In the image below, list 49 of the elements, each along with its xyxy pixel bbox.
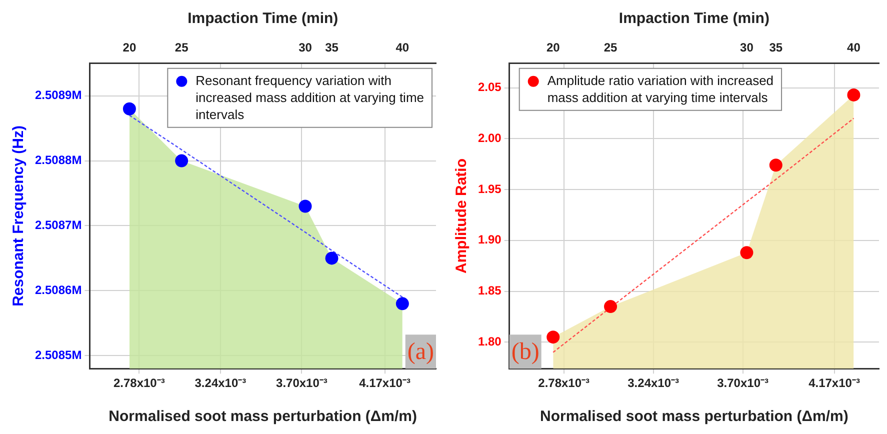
- point: [122, 102, 136, 116]
- point: [546, 330, 560, 344]
- x-axis-title: Normalised soot mass perturbation (Δm/m): [108, 408, 418, 426]
- x-tick-label: 4.17x10⁻³: [808, 376, 860, 390]
- point: [298, 200, 312, 213]
- x2-axis-title: Impaction Time (min): [618, 10, 770, 28]
- text: 40: [396, 40, 410, 55]
- y-tick-label: 1.85: [478, 284, 502, 298]
- text: 30: [740, 40, 754, 55]
- point: [604, 300, 618, 314]
- text: 25: [604, 40, 618, 55]
- y-tick-label: 2.5088M: [34, 153, 82, 168]
- point: [325, 252, 338, 265]
- x-tick-label: 4.17x10⁻³: [359, 376, 410, 390]
- text: 30: [298, 40, 312, 55]
- y-tick-label: 2.5085M: [34, 348, 82, 362]
- text: 35: [769, 40, 783, 55]
- annotation: (b): [511, 338, 540, 365]
- y-tick-label: 1.90: [478, 232, 502, 247]
- text: 20: [546, 40, 560, 55]
- x-tick-label: 3.24x10⁻³: [194, 376, 246, 390]
- y-tick-label: 2.00: [478, 130, 502, 145]
- x-tick-label: 3.24x10⁻³: [628, 376, 680, 390]
- y-tick-label: 1.95: [478, 182, 502, 196]
- text: 25: [174, 40, 189, 55]
- y-tick-label: 2.5086M: [34, 282, 82, 297]
- x-tick-label: 2.78x10⁻³: [538, 376, 590, 390]
- text: 40: [847, 40, 861, 55]
- y-tick-label: 2.05: [478, 80, 502, 94]
- point: [847, 88, 860, 102]
- y-axis-title: Amplitude Ratio: [453, 158, 470, 274]
- x2-axis-title: Impaction Time (min): [188, 10, 338, 28]
- text: 35: [325, 40, 339, 55]
- y-axis-title: Resonant Frequency (Hz): [10, 126, 28, 306]
- x-tick-label: 3.70x10⁻³: [717, 376, 769, 390]
- legend-label: Amplitude ratio variation with increased mass addition at varying time intervals: [547, 72, 774, 105]
- x-axis-title: Normalised soot mass perturbation (Δm/m): [540, 408, 848, 426]
- annotation: (a): [407, 338, 434, 365]
- text: 20: [122, 40, 136, 55]
- point: [396, 297, 409, 310]
- legend-label: Resonant frequency variation with increased mass addition at varying time intervals: [196, 72, 424, 122]
- x-tick-label: 3.70x10⁻³: [276, 376, 328, 390]
- y-tick-label: 2.5087M: [34, 218, 82, 232]
- point: [175, 154, 188, 168]
- y-tick-label: 1.80: [478, 334, 502, 348]
- point: [769, 158, 782, 172]
- y-tick-label: 2.5089M: [34, 88, 82, 102]
- point: [740, 246, 754, 260]
- x-tick-label: 2.78x10⁻³: [113, 376, 165, 390]
